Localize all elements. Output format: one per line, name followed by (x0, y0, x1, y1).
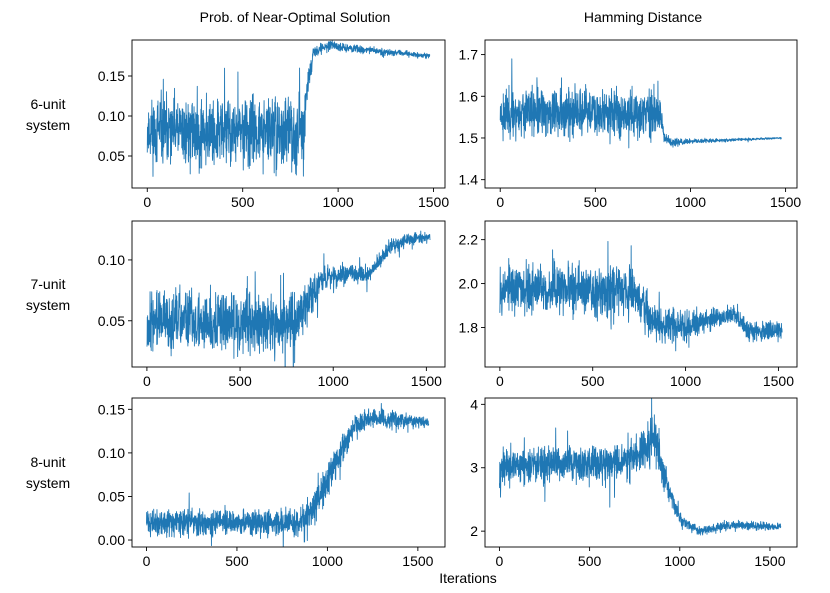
x-tick-label-prob-8: 0 (143, 553, 151, 569)
x-tick-label-prob-8: 1000 (312, 553, 343, 569)
row-label-8-unit-line1: 8-unit (30, 454, 65, 470)
x-tick-label-ham-6: 1500 (770, 194, 801, 210)
x-tick-label-ham-8: 1000 (664, 553, 695, 569)
x-tick-label-prob-7: 500 (228, 373, 252, 389)
panels: 0 500 1000 1500 0.05 0.10 0.15 0 500 1000 1500 1.4 1… (98, 39, 801, 569)
row-label-6-unit-line2: system (26, 117, 70, 133)
x-tick-label-ham-6: 1000 (675, 194, 706, 210)
y-tick-label-prob-6: 0.10 (98, 108, 125, 124)
x-tick-label-prob-8: 1500 (402, 553, 433, 569)
y-tick-label-ham-7: 2.0 (459, 276, 479, 292)
y-tick-label-prob-7: 0.05 (98, 313, 125, 329)
column-title-prob: Prob. of Near-Optimal Solution (200, 9, 391, 25)
row-label-7-unit-line1: 7-unit (30, 276, 65, 292)
x-tick-label-prob-6: 1500 (418, 194, 449, 210)
y-tick-label-ham-6: 1.5 (459, 130, 479, 146)
series-line-ham-6 (499, 58, 783, 149)
y-tick-label-ham-7: 2.2 (459, 232, 479, 248)
axes-frame-ham-7 (484, 220, 798, 368)
series-line-prob-7 (146, 230, 431, 367)
y-tick-label-prob-8: 0.00 (98, 532, 125, 548)
series-line-prob-6 (146, 40, 431, 177)
x-tick-label-prob-6: 1000 (323, 194, 354, 210)
axes-frame-ham-8 (484, 397, 798, 548)
x-tick-label-prob-7: 1500 (411, 373, 442, 389)
panel-prob-8: 0 500 1000 1500 0.00 0.05 0.10 0.15 (98, 397, 446, 569)
y-tick-label-prob-7: 0.10 (98, 252, 125, 268)
x-tick-label-ham-6: 500 (584, 194, 608, 210)
x-tick-label-ham-7: 500 (581, 373, 605, 389)
x-axis-label: Iterations (439, 570, 497, 586)
x-tick-label-ham-7: 1500 (763, 373, 794, 389)
x-tick-label-ham-8: 500 (578, 553, 602, 569)
panel-prob-6: 0 500 1000 1500 0.05 0.10 0.15 (98, 39, 449, 210)
x-tick-label-prob-7: 1000 (318, 373, 349, 389)
axes-frame-prob-8 (131, 397, 446, 548)
row-label-8-unit-line2: system (26, 475, 70, 491)
y-tick-label-ham-6: 1.6 (459, 88, 479, 104)
column-title-hamming: Hamming Distance (584, 9, 702, 25)
panel-ham-7: 0 500 1000 1500 1.8 2.0 2.2 (459, 220, 798, 389)
y-tick-label-ham-8: 4 (470, 396, 478, 412)
axes-frame-ham-6 (484, 39, 798, 189)
row-label-7-unit-line2: system (26, 297, 70, 313)
axes-frame-prob-6 (131, 39, 446, 189)
y-tick-label-prob-8: 0.10 (98, 445, 125, 461)
y-tick-label-prob-8: 0.15 (98, 401, 125, 417)
y-tick-label-prob-6: 0.15 (98, 68, 125, 84)
panel-ham-6: 0 500 1000 1500 1.4 1.5 1.6 1.7 (459, 39, 801, 210)
x-tick-label-prob-6: 0 (143, 194, 151, 210)
series-line-ham-7 (499, 240, 783, 352)
y-tick-label-prob-8: 0.05 (98, 488, 125, 504)
y-tick-label-ham-6: 1.7 (459, 47, 479, 63)
x-tick-label-ham-7: 0 (496, 373, 504, 389)
y-tick-label-prob-6: 0.05 (98, 148, 125, 164)
x-tick-label-ham-8: 1500 (754, 553, 785, 569)
y-tick-label-ham-8: 3 (470, 460, 478, 476)
row-label-6-unit-line1: 6-unit (30, 96, 65, 112)
x-tick-label-prob-8: 500 (225, 553, 249, 569)
y-tick-label-ham-6: 1.4 (459, 172, 479, 188)
x-tick-label-ham-7: 1000 (670, 373, 701, 389)
panel-prob-7: 0 500 1000 1500 0.05 0.10 (98, 220, 446, 389)
x-tick-label-prob-6: 500 (231, 194, 255, 210)
series-line-prob-8 (146, 402, 430, 547)
x-tick-label-ham-8: 0 (496, 553, 504, 569)
y-tick-label-ham-8: 2 (470, 523, 478, 539)
panel-ham-8: 0 500 1000 1500 2 3 4 (470, 396, 798, 569)
y-tick-label-ham-7: 1.8 (459, 319, 479, 335)
series-line-ham-8 (498, 398, 782, 536)
x-tick-label-ham-6: 0 (496, 194, 504, 210)
x-tick-label-prob-7: 0 (143, 373, 151, 389)
axes-frame-prob-7 (131, 220, 446, 368)
